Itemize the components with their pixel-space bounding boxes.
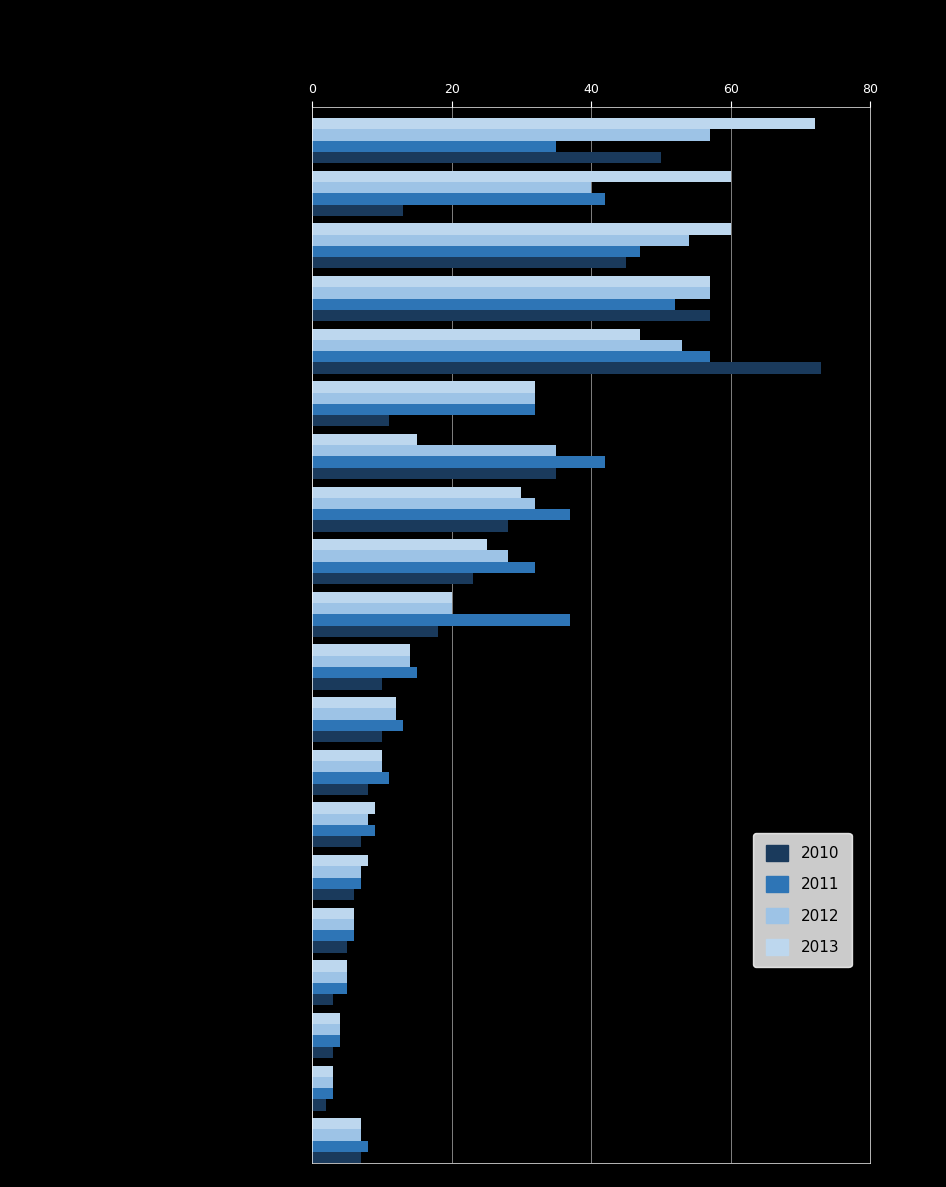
Bar xyxy=(312,393,535,404)
Bar xyxy=(312,877,361,889)
Bar xyxy=(312,561,535,573)
Bar xyxy=(312,645,410,655)
Bar xyxy=(312,299,675,310)
Bar xyxy=(312,509,570,520)
Bar xyxy=(312,468,556,480)
Bar xyxy=(312,603,452,615)
Bar xyxy=(312,497,535,509)
Bar xyxy=(312,994,333,1005)
Bar xyxy=(312,1013,341,1024)
Bar xyxy=(312,592,452,603)
Bar xyxy=(312,415,389,426)
Bar xyxy=(312,889,354,900)
Bar xyxy=(312,983,347,994)
Bar xyxy=(312,1024,341,1035)
Bar xyxy=(312,339,682,351)
Legend: 2010, 2011, 2012, 2013: 2010, 2011, 2012, 2013 xyxy=(753,833,851,967)
Bar xyxy=(312,731,382,742)
Bar xyxy=(312,971,347,983)
Bar xyxy=(312,761,382,773)
Bar xyxy=(312,277,710,287)
Bar xyxy=(312,1088,333,1099)
Bar xyxy=(312,667,417,678)
Bar xyxy=(312,129,710,141)
Bar xyxy=(312,351,710,362)
Bar xyxy=(312,204,403,216)
Bar xyxy=(312,813,368,825)
Bar xyxy=(312,171,731,182)
Bar xyxy=(312,381,535,393)
Bar xyxy=(312,1118,361,1129)
Bar xyxy=(312,362,821,374)
Bar xyxy=(312,1035,341,1047)
Bar xyxy=(312,697,395,709)
Bar xyxy=(312,855,368,867)
Bar xyxy=(312,773,389,783)
Bar xyxy=(312,457,605,468)
Bar xyxy=(312,783,368,795)
Bar xyxy=(312,836,361,848)
Bar xyxy=(312,867,361,877)
Bar xyxy=(312,193,605,204)
Bar xyxy=(312,750,382,761)
Bar xyxy=(312,802,375,813)
Bar xyxy=(312,1129,361,1141)
Bar xyxy=(312,1151,361,1163)
Bar xyxy=(312,223,731,235)
Bar xyxy=(312,1077,333,1088)
Bar xyxy=(312,487,521,497)
Bar xyxy=(312,825,375,836)
Bar xyxy=(312,445,556,457)
Bar xyxy=(312,626,438,637)
Bar xyxy=(312,941,347,953)
Bar xyxy=(312,434,417,445)
Bar xyxy=(312,287,710,299)
Bar xyxy=(312,551,507,561)
Bar xyxy=(312,152,661,164)
Bar xyxy=(312,919,354,931)
Bar xyxy=(312,908,354,919)
Bar xyxy=(312,539,486,551)
Bar xyxy=(312,960,347,971)
Bar xyxy=(312,310,710,322)
Bar xyxy=(312,246,640,258)
Bar xyxy=(312,573,473,584)
Bar xyxy=(312,258,626,268)
Bar xyxy=(312,709,395,719)
Bar xyxy=(312,1047,333,1058)
Bar xyxy=(312,719,403,731)
Bar xyxy=(312,119,815,129)
Bar xyxy=(312,520,507,532)
Bar xyxy=(312,655,410,667)
Bar xyxy=(312,235,689,246)
Bar xyxy=(312,931,354,941)
Bar xyxy=(312,404,535,415)
Bar xyxy=(312,1099,326,1111)
Bar xyxy=(312,615,570,626)
Bar xyxy=(312,329,640,339)
Bar xyxy=(312,1141,368,1151)
Bar xyxy=(312,141,556,152)
Bar xyxy=(312,678,382,690)
Bar xyxy=(312,1066,333,1077)
Bar xyxy=(312,182,591,193)
